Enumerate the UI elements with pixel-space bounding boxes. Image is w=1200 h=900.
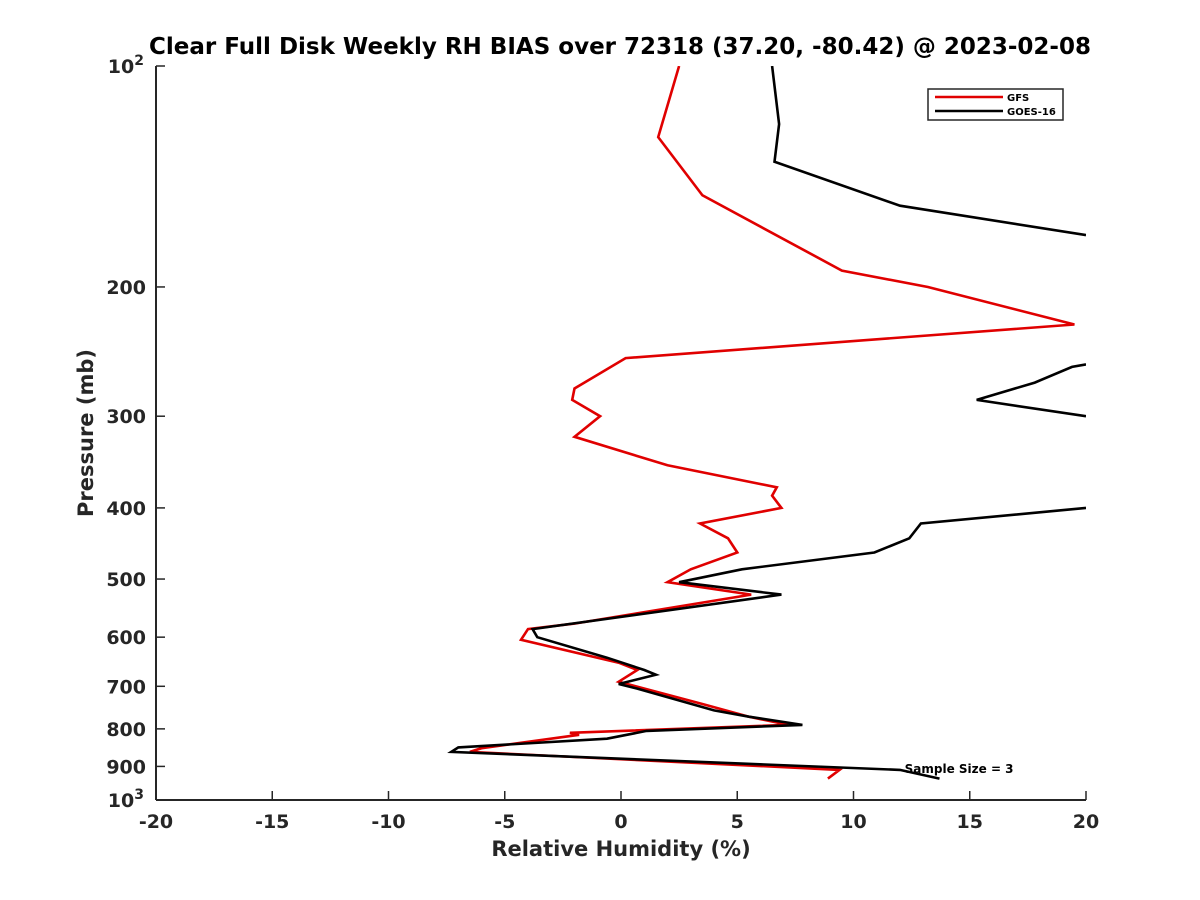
series-layer [447, 66, 1086, 780]
y-tick-label: 900 [106, 756, 146, 778]
y-tick-label: 700 [106, 676, 146, 698]
legend: GFS GOES-16 [927, 88, 1064, 121]
y-tick-label: 400 [106, 498, 146, 520]
y-tick-label: 200 [106, 277, 146, 299]
x-tick-label: 0 [614, 811, 627, 833]
x-ticks: -20 -15 -10 -5 0 5 10 15 20 [139, 791, 1099, 833]
x-axis-label: Relative Humidity (%) [491, 837, 750, 861]
y-tick-label: 500 [106, 569, 146, 591]
series-line-gfs [469, 66, 1075, 780]
x-tick-label: -5 [494, 811, 515, 833]
y-tick-label: 102 [108, 53, 144, 78]
x-tick-label: 5 [731, 811, 744, 833]
chart-title: Clear Full Disk Weekly RH BIAS over 7231… [149, 34, 1091, 60]
legend-label-gfs: GFS [1007, 93, 1029, 104]
legend-label-goes16: GOES-16 [1007, 107, 1056, 118]
x-tick-label: -15 [255, 811, 289, 833]
x-tick-label: -20 [139, 811, 173, 833]
y-tick-label: 103 [108, 787, 144, 812]
legend-box [927, 88, 1064, 121]
x-tick-label: 15 [957, 811, 983, 833]
y-axis-label: Pressure (mb) [74, 349, 98, 517]
y-tick-label: 800 [106, 719, 146, 741]
x-tick-label: 20 [1073, 811, 1099, 833]
sample-size-annotation: Sample Size = 3 [905, 762, 1014, 776]
y-ticks: 102 200 300 400 500 600 700 800 900 103 [106, 53, 165, 812]
x-tick-label: 10 [840, 811, 866, 833]
y-tick-label: 600 [106, 627, 146, 649]
x-tick-label: -10 [371, 811, 405, 833]
axes [155, 66, 1086, 801]
series-line-goes16 [447, 66, 1086, 780]
y-tick-label: 300 [106, 406, 146, 428]
